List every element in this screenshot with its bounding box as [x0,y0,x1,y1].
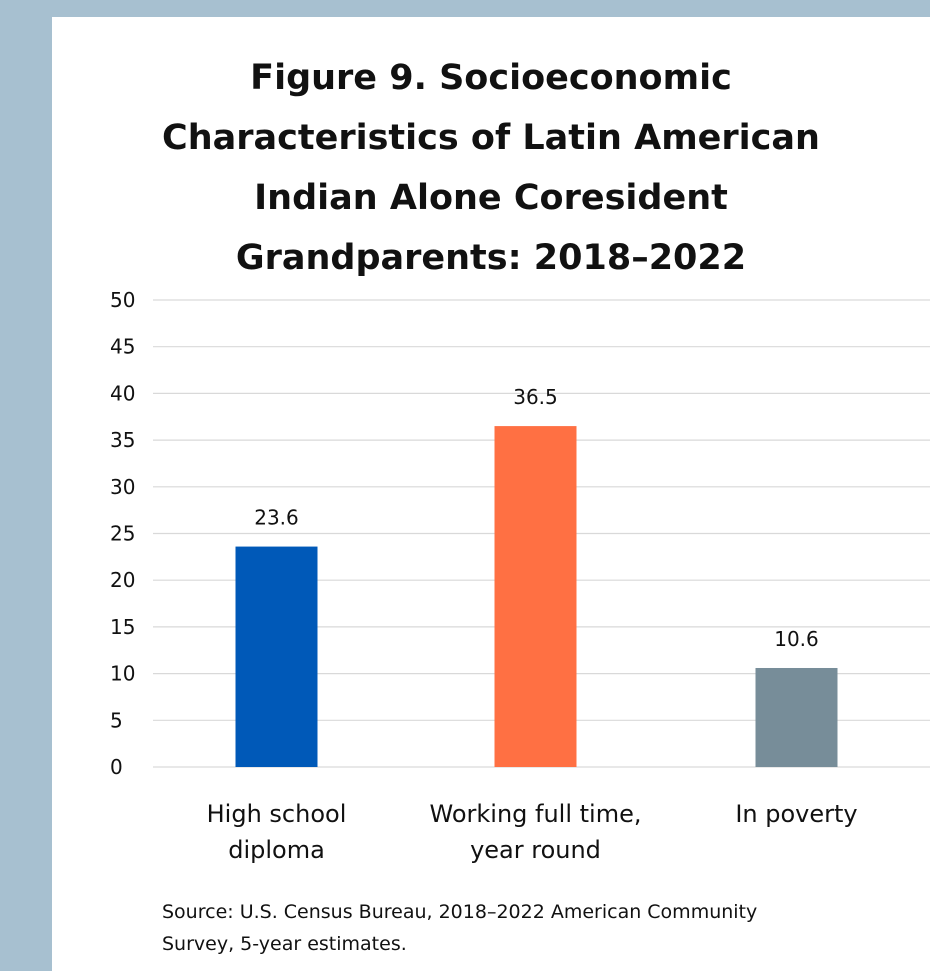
data-label: 10.6 [774,627,819,651]
y-tick-label: 15 [110,615,135,639]
y-tick-label: 25 [110,522,135,546]
x-category-label: In poverty [735,800,857,828]
y-tick-label: 5 [110,708,123,732]
bar [235,546,318,767]
y-tick-label: 20 [110,568,135,592]
chart-panel [52,17,930,971]
y-tick-label: 30 [110,475,135,499]
y-tick-label: 10 [110,662,135,686]
chart-title-line-2: Characteristics of Latin American [162,118,820,158]
x-category-label: Working full time, year round [430,800,642,864]
source-note-line-2: Survey, 5-year estimates. [162,933,407,955]
source-note-line-1: Source: U.S. Census Bureau, 2018–2022 Am… [162,901,758,923]
bar [494,426,577,767]
x-category-label: High school diploma [207,800,347,864]
y-tick-label: 35 [110,428,135,452]
y-tick-label: 50 [110,288,135,312]
data-label: 36.5 [513,385,558,409]
chart-title-line-1: Figure 9. Socioeconomic [250,58,732,98]
chart-title: Figure 9. Socioeconomic Characteristics … [52,48,930,288]
data-label: 23.6 [254,506,299,530]
y-tick-label: 0 [110,755,123,779]
y-tick-label: 45 [110,335,135,359]
bar [755,667,838,767]
chart-title-line-3: Indian Alone Coresident [254,178,728,218]
chart-title-line-4: Grandparents: 2018–2022 [235,238,747,278]
source-note: Source: U.S. Census Bureau, 2018–2022 Am… [162,896,922,960]
y-tick-label: 40 [110,381,135,405]
